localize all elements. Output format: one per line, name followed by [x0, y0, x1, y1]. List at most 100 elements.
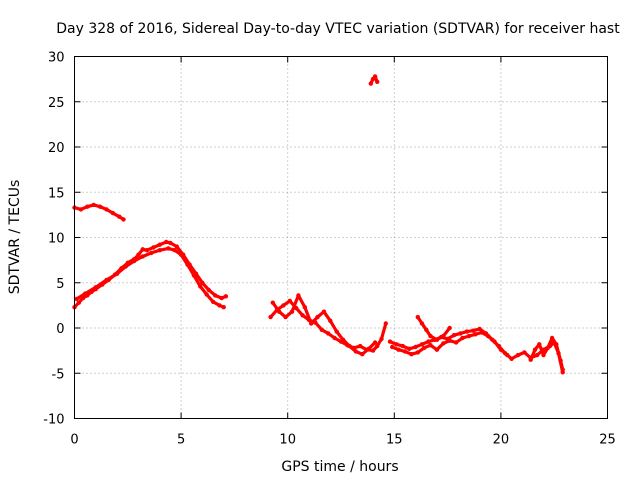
data-point	[505, 352, 510, 358]
data-point	[372, 74, 378, 79]
data-point	[185, 262, 190, 267]
data-point	[451, 333, 457, 338]
data-point	[407, 346, 412, 351]
data-point	[121, 217, 126, 222]
data-point	[387, 339, 393, 344]
data-point	[379, 336, 384, 342]
data-point	[419, 321, 425, 326]
y-tick-label: 5	[56, 277, 64, 292]
data-point	[289, 309, 295, 314]
y-tick-label: 15	[48, 186, 65, 201]
data-point	[178, 252, 184, 257]
data-point	[315, 314, 320, 320]
data-point	[334, 329, 339, 334]
data-point	[206, 287, 211, 293]
plot-frame	[74, 56, 608, 419]
data-point	[554, 342, 559, 347]
data-point	[223, 294, 229, 299]
data-point	[428, 333, 433, 339]
data-point	[117, 214, 122, 219]
data-point	[375, 79, 380, 85]
data-point	[110, 210, 116, 216]
data-point	[321, 309, 327, 314]
data-point	[174, 244, 179, 249]
data-point	[136, 252, 141, 257]
data-point	[532, 347, 538, 352]
data-point	[375, 343, 380, 349]
data-point	[528, 357, 533, 362]
data-point	[390, 344, 395, 350]
data-point	[522, 350, 527, 355]
data-point	[268, 314, 273, 320]
data-point	[149, 250, 154, 256]
data-point	[370, 348, 376, 353]
x-tick-label: 20	[493, 433, 510, 448]
x-tick-label: 15	[386, 433, 403, 448]
data-point	[492, 339, 497, 344]
data-point	[114, 271, 120, 276]
y-tick-label: 10	[48, 232, 65, 247]
data-point	[210, 299, 216, 304]
data-point	[213, 293, 218, 298]
data-point	[485, 333, 491, 339]
data-point	[300, 313, 305, 318]
data-point	[464, 329, 469, 334]
data-point	[534, 352, 540, 358]
data-point	[368, 81, 373, 86]
y-tick-label: 20	[48, 141, 65, 156]
data-point	[221, 305, 226, 310]
data-point	[402, 349, 408, 354]
data-point	[426, 339, 431, 344]
data-point	[541, 352, 546, 358]
data-point	[353, 349, 359, 354]
data-point	[78, 207, 84, 212]
chart-title: Day 328 of 2016, Sidereal Day-to-day VTE…	[56, 21, 620, 37]
data-point	[140, 247, 145, 252]
data-point	[157, 248, 162, 253]
data-point	[453, 340, 459, 345]
data-point	[319, 327, 324, 332]
data-point	[396, 347, 401, 352]
data-point	[219, 295, 224, 301]
data-point	[168, 240, 173, 246]
data-point	[281, 303, 286, 308]
data-point	[358, 343, 363, 349]
y-tick-label: 0	[56, 322, 64, 337]
data-point	[283, 314, 288, 320]
data-point	[172, 248, 177, 253]
data-point	[332, 335, 337, 341]
data-point	[200, 280, 205, 285]
data-point	[537, 342, 542, 347]
data-point	[191, 273, 197, 278]
data-point	[277, 309, 282, 314]
data-point	[198, 284, 203, 289]
data-point	[460, 335, 465, 341]
y-tick-label: 30	[48, 51, 65, 66]
data-point	[326, 331, 331, 336]
data-point	[477, 326, 482, 332]
data-point	[151, 245, 156, 250]
data-point	[415, 350, 420, 355]
data-point	[91, 202, 96, 208]
data-point	[434, 347, 440, 352]
data-point	[458, 331, 463, 336]
series-line-trace-e	[269, 299, 388, 353]
x-axis-label: GPS time / hours	[281, 459, 398, 475]
data-point	[360, 352, 365, 357]
data-point	[74, 296, 79, 302]
data-point	[372, 340, 378, 345]
data-point	[309, 321, 314, 326]
data-point	[328, 318, 333, 323]
data-point	[447, 325, 452, 331]
data-point	[76, 300, 82, 305]
series-line-trace-c	[74, 246, 226, 309]
data-point	[441, 333, 446, 339]
data-point	[415, 314, 420, 320]
data-point	[428, 343, 433, 348]
data-point	[270, 300, 275, 305]
data-point	[302, 305, 307, 310]
data-point	[85, 204, 90, 209]
data-point	[473, 332, 478, 337]
data-point	[447, 338, 452, 343]
